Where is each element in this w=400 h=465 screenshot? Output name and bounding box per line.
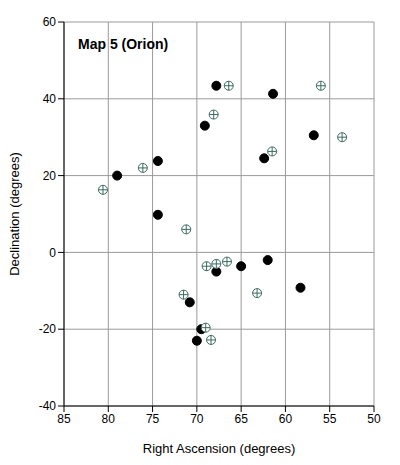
- svg-text:60: 60: [43, 15, 57, 29]
- svg-text:60: 60: [279, 412, 293, 426]
- svg-text:75: 75: [146, 412, 160, 426]
- svg-text:70: 70: [190, 412, 204, 426]
- html-text:Map 5 (Orion): Map 5 (Orion): [78, 36, 169, 52]
- svg-text:20: 20: [43, 169, 57, 183]
- svg-text:50: 50: [367, 412, 381, 426]
- svg-text:85: 85: [57, 412, 71, 426]
- svg-text:Declination (degrees): Declination (degrees): [8, 152, 22, 276]
- svg-text:55: 55: [323, 412, 337, 426]
- svg-text:-40: -40: [39, 399, 57, 413]
- svg-text:40: 40: [43, 92, 57, 106]
- svg-text:0: 0: [49, 246, 56, 260]
- svg-text:-20: -20: [39, 322, 57, 336]
- svg-text:80: 80: [102, 412, 116, 426]
- svg-text:Right Ascension (degrees): Right Ascension (degrees): [143, 441, 295, 456]
- svg-text:65: 65: [234, 412, 248, 426]
